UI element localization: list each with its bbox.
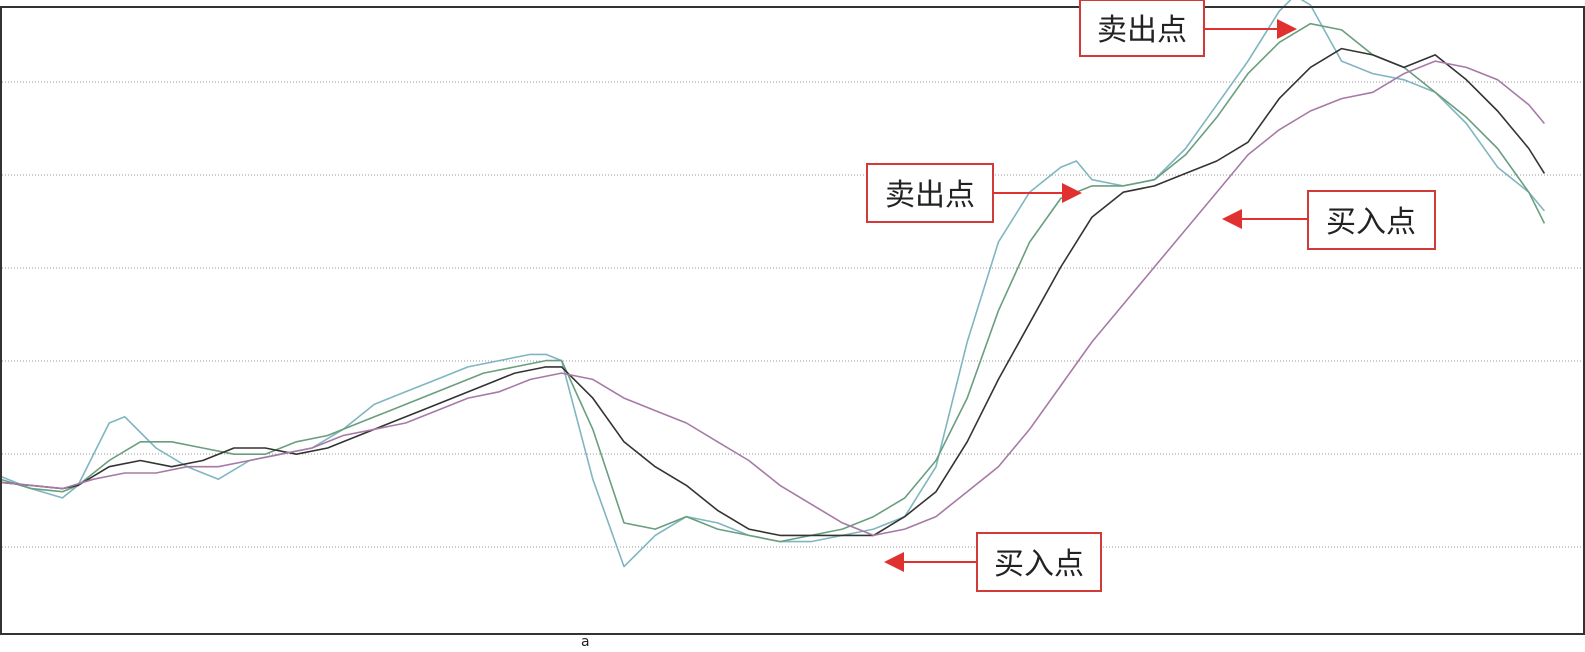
annotation-box bbox=[866, 163, 994, 223]
annotation-1: 卖出点 bbox=[1079, 0, 1297, 57]
annotation-4: 买入点 bbox=[884, 532, 1102, 592]
annotation-label: 卖出点 bbox=[1097, 13, 1187, 48]
series-layer bbox=[0, 0, 1546, 568]
plot-frame bbox=[0, 6, 1585, 635]
annotation-3: 买入点 bbox=[1222, 190, 1436, 250]
series-line-3 bbox=[0, 47, 1546, 537]
annotation-label: 买入点 bbox=[994, 547, 1084, 582]
annotation-2: 卖出点 bbox=[866, 163, 1082, 223]
series-line-1 bbox=[0, 0, 1546, 568]
annotation-box bbox=[976, 532, 1102, 592]
annotation-label: 卖出点 bbox=[885, 178, 975, 213]
gridlines bbox=[2, 81, 1583, 548]
annotation-box bbox=[1307, 190, 1436, 250]
annotation-label: 买入点 bbox=[1326, 205, 1416, 240]
annotation-box bbox=[1079, 0, 1205, 57]
series-line-4 bbox=[0, 60, 1546, 537]
x-tick-label: a bbox=[581, 634, 590, 650]
